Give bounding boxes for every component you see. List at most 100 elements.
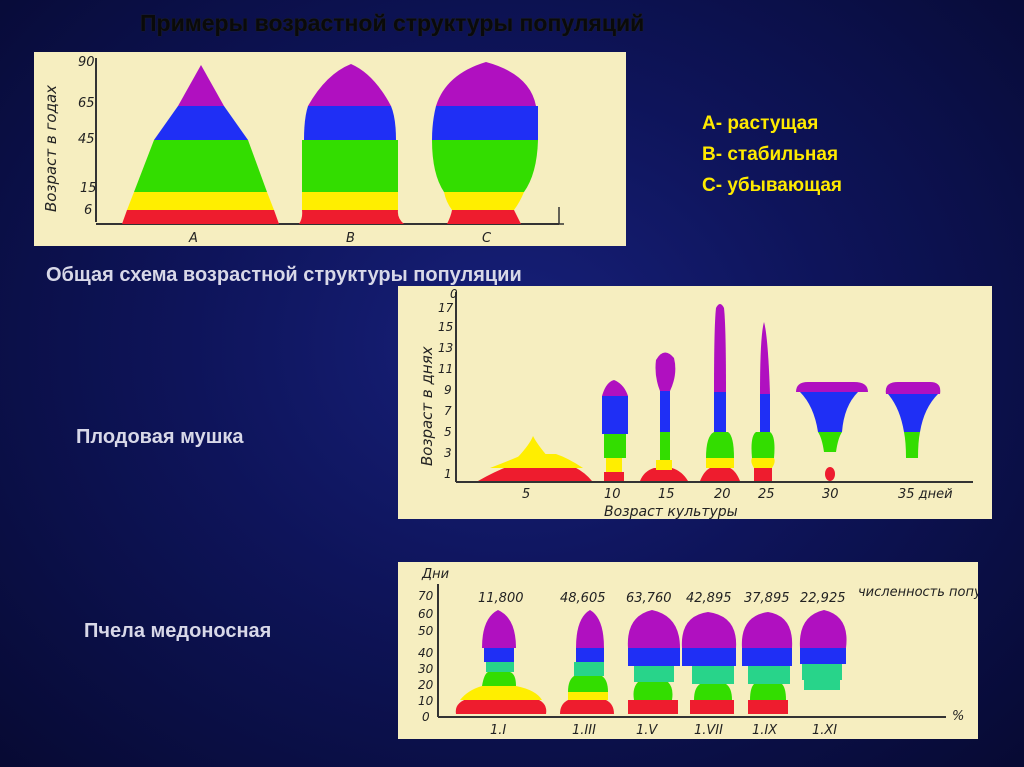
bee-month-5: [627, 610, 680, 714]
y-tick-label: 13: [438, 341, 453, 355]
band-red: [690, 700, 734, 714]
band-blue: [682, 648, 736, 666]
band-red: [748, 700, 788, 714]
band-red: [455, 698, 547, 714]
y-tick-label: 5: [444, 425, 452, 439]
chart-panel-general: Возраст в годах 90 65 45 15 6: [34, 52, 626, 246]
band-green: [134, 140, 267, 192]
y-ticks: 1 3 5 7 9 11 13 15 17 0: [438, 287, 458, 481]
x-ticks: 5 10 15 20 25 30 35 дней: [522, 487, 953, 502]
pyramid-a: [122, 65, 279, 224]
y-tick-label: 15: [438, 320, 453, 334]
population-count: 11,800: [478, 591, 524, 606]
y-tick-label: 50: [418, 624, 434, 638]
y-tick-label: 60: [418, 607, 434, 621]
band-blue: [660, 391, 670, 432]
band-red: [700, 468, 740, 481]
bee-month-1: [455, 610, 547, 714]
band-yellow: [127, 192, 274, 210]
band-green: [633, 682, 673, 700]
band-blue: [484, 648, 514, 662]
chart-panel-fruit-fly: Возраст в днях 1 3 5 7 9 11 13 15 17 0: [398, 286, 992, 520]
y-tick-label: 10: [418, 694, 434, 708]
x-tick-label: 30: [822, 487, 839, 502]
band-red: [754, 468, 772, 481]
band-yellow: [490, 454, 583, 468]
fly-day-35: [885, 382, 941, 458]
y-tick-label: 6: [84, 203, 92, 218]
fly-day-5: [478, 436, 592, 481]
band-red: [825, 467, 835, 481]
fruit-fly-label: Плодовая мушка: [76, 426, 244, 448]
band-yellow: [606, 458, 622, 472]
y-tick-label: 65: [78, 96, 95, 111]
bee-month-11: [799, 610, 847, 690]
band-green: [302, 140, 398, 192]
y-tick-label: 0: [422, 710, 430, 724]
band-teal: [748, 666, 790, 684]
band-green: [904, 432, 920, 458]
population-label: численность популяции: [858, 585, 978, 600]
bee-month-3: [560, 610, 614, 714]
band-green: [706, 432, 734, 458]
band-blue: [304, 106, 396, 140]
y-tick-label: 70: [418, 589, 434, 603]
band-yellow: [568, 692, 608, 700]
band-purple: [627, 610, 680, 648]
x-tick-label: 1.IX: [752, 723, 778, 738]
y-axis-label: Возраст в днях: [418, 346, 436, 466]
y-tick-label: 7: [444, 404, 452, 418]
band-green: [568, 676, 608, 692]
band-blue: [760, 394, 770, 432]
x-tick-label: 1.XI: [812, 723, 837, 738]
category-label: C: [482, 231, 492, 246]
y-tick-label: 15: [80, 181, 97, 196]
x-tick-label: 10: [604, 487, 621, 502]
band-red: [628, 700, 678, 714]
y-tick-label: 1: [444, 467, 452, 481]
band-yellow: [302, 192, 398, 210]
band-red: [122, 210, 279, 224]
x-ticks: 1.I 1.III 1.V 1.VII 1.IX 1.XI: [490, 723, 837, 738]
band-yellow: [656, 460, 672, 470]
band-purple: [796, 382, 868, 392]
band-yellow: [444, 192, 524, 210]
y-tick-label: 3: [444, 446, 452, 460]
population-count: 42,895: [686, 591, 732, 606]
x-tick-label: 1.VII: [694, 723, 723, 738]
fly-day-20: [700, 304, 740, 481]
chart-panel-honeybee: Дни 0 10 20 30 40 50 60 70: [398, 562, 1024, 739]
band-purple: [602, 380, 628, 396]
population-count: 22,925: [800, 591, 846, 606]
legend-item-a: A- растущая: [702, 113, 819, 134]
y-tick-label: 9: [444, 383, 452, 397]
band-teal: [802, 664, 842, 680]
honeybee-label: Пчела медоносная: [84, 620, 272, 642]
category-label: A: [188, 231, 198, 246]
x-unit-label: %: [952, 709, 964, 724]
fruit-fly-age-diagrams: Возраст в днях 1 3 5 7 9 11 13 15 17 0: [418, 287, 973, 520]
band-red: [560, 700, 614, 714]
y-axis-label: Возраст в годах: [42, 85, 60, 212]
fly-day-10: [602, 380, 628, 481]
band-yellow: [460, 686, 542, 700]
band-purple: [741, 612, 793, 648]
pyramid-c: [432, 62, 538, 224]
y-tick-label: 11: [438, 362, 453, 376]
band-purple: [482, 610, 516, 648]
band-purple: [714, 304, 726, 392]
band-teal: [692, 666, 734, 684]
band-purple: [178, 65, 224, 106]
band-purple: [436, 62, 536, 106]
x-tick-label: 1.III: [572, 723, 596, 738]
band-blue: [800, 392, 858, 432]
band-red: [299, 210, 404, 224]
band-red: [604, 472, 624, 481]
band-blue: [800, 648, 846, 664]
slide-subtitle: Общая схема возрастной структуры популяц…: [46, 264, 522, 286]
y-tick-label: 30: [418, 662, 434, 676]
band-purple: [760, 322, 770, 394]
y-tick-label: 40: [418, 646, 434, 660]
band-purple: [576, 610, 604, 648]
band-blue: [432, 106, 538, 140]
